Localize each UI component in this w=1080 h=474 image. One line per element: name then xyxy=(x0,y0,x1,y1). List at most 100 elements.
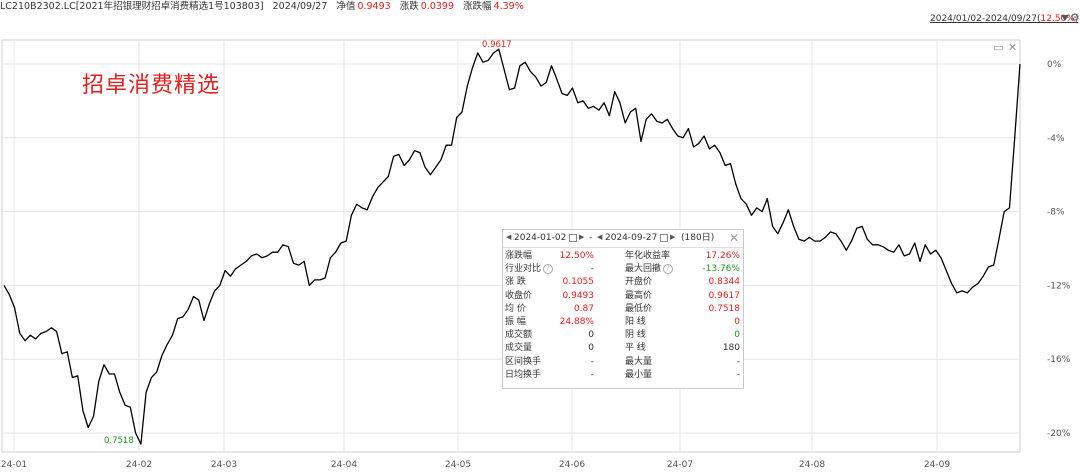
stats-row: 区间换手 - 最大量 - xyxy=(503,356,743,369)
plot-frame xyxy=(1,39,1021,453)
range-dropdown-icon[interactable] xyxy=(1061,15,1069,21)
close-chart-icon[interactable]: ✕ xyxy=(1007,41,1018,54)
stats-row: 振 幅 24.88% 阳 线 0 xyxy=(503,316,743,329)
stat-label: 阴 线 xyxy=(625,330,646,341)
stats-row: 行业对比? - 最大回撤? -13.76% xyxy=(503,263,743,276)
stat-value: 0.1055 xyxy=(562,277,595,288)
stat-label: 开盘价 xyxy=(625,277,653,288)
change-label: 涨跌 xyxy=(399,1,419,12)
stats-row: 收盘价 0.9493 最高价 0.9617 xyxy=(503,290,743,303)
stats-row: 成交额 0 阴 线 0 xyxy=(503,329,743,342)
stat-value: - xyxy=(736,369,740,380)
start-calendar-icon[interactable] xyxy=(569,234,577,242)
y-tick-label: -16% xyxy=(1047,355,1071,365)
settings-icon[interactable]: ⚙ xyxy=(1070,11,1080,24)
end-next-icon[interactable]: ▶ xyxy=(670,233,676,241)
stat-label: 区间换手 xyxy=(505,356,542,367)
fund-code: LC210B2302.LC[2021年招银理财招卓消费精选1号103803] xyxy=(0,1,264,12)
x-tick-label: 24-08 xyxy=(799,460,825,470)
help-icon[interactable]: ? xyxy=(543,263,554,274)
stat-label: 收盘价 xyxy=(505,290,533,301)
stat-label: 最大量 xyxy=(625,356,653,367)
stats-row: 日均换手 - 最小量 - xyxy=(503,369,743,382)
stat-value: 180 xyxy=(722,343,740,354)
start-date[interactable]: 2024-01-02 xyxy=(514,233,567,243)
stat-value: 0.8344 xyxy=(708,277,741,288)
panel-date-bar: ◀ 2024-01-02 ▶ - ◀ 2024-09-27 ▶ (180日) ✕ xyxy=(503,230,743,248)
date-separator: - xyxy=(589,233,593,243)
pct-label: 涨跌幅 xyxy=(463,1,492,12)
end-prev-icon[interactable]: ◀ xyxy=(597,233,603,241)
y-tick-label: -4% xyxy=(1047,134,1065,144)
x-tick-label: 24-06 xyxy=(559,460,585,470)
stat-value: 0.87 xyxy=(573,303,594,314)
date-range-pct: 12.50% xyxy=(1040,14,1075,24)
nav-value: 0.9493 xyxy=(357,1,391,12)
stat-value: 0.7518 xyxy=(708,303,741,314)
stat-value: -13.76% xyxy=(702,264,740,275)
stat-value: 17.26% xyxy=(705,251,740,261)
stat-label: 成交量 xyxy=(505,343,533,354)
chart-title: 招卓消费精选 xyxy=(82,73,221,98)
nav-label: 净值 xyxy=(336,1,356,12)
stat-label: 最低价 xyxy=(625,303,653,314)
stat-value: - xyxy=(590,264,594,275)
stat-label: 最高价 xyxy=(625,290,653,301)
start-prev-icon[interactable]: ◀ xyxy=(506,233,512,241)
stat-label: 最小量 xyxy=(625,369,653,380)
x-tick-label: 24-03 xyxy=(211,460,237,470)
stats-row: 成交量 0 平 线 180 xyxy=(503,342,743,355)
panel-close-icon[interactable]: ✕ xyxy=(728,231,739,245)
date-range-text: 2024/01/02-2024/09/27( xyxy=(930,14,1041,24)
maximize-icon[interactable]: ▭ xyxy=(993,41,1004,54)
stat-value: 0.9617 xyxy=(708,290,741,301)
y-tick-label: 0% xyxy=(1047,60,1062,70)
stat-value: - xyxy=(590,369,594,380)
stat-label: 行业对比? xyxy=(505,263,554,276)
stat-label: 涨跌幅 xyxy=(505,251,533,261)
stat-value: 0 xyxy=(734,330,740,341)
stat-label: 年化收益率 xyxy=(625,251,671,261)
stat-value: - xyxy=(590,356,594,367)
y-tick-label: -8% xyxy=(1047,208,1065,218)
interval-stats-panel: ◀ 2024-01-02 ▶ - ◀ 2024-09-27 ▶ (180日) ✕… xyxy=(502,229,744,389)
stat-value: 0 xyxy=(588,343,594,354)
stat-value: 24.88% xyxy=(559,317,594,327)
stat-value: 0 xyxy=(588,330,594,341)
max-point-label: 0.9617 xyxy=(482,40,512,50)
date-range-close: ) xyxy=(1074,14,1079,24)
stat-value: 0.9493 xyxy=(562,290,595,301)
x-tick-label: 24-04 xyxy=(331,460,357,470)
help-icon[interactable]: ? xyxy=(663,263,674,274)
start-next-icon[interactable]: ▶ xyxy=(579,233,585,241)
stats-row: 涨 跌 0.1055 开盘价 0.8344 xyxy=(503,276,743,289)
min-point-label: 0.7518 xyxy=(104,436,134,446)
nav-series-line xyxy=(3,48,1021,445)
end-date[interactable]: 2024-09-27 xyxy=(605,233,658,243)
pct-value: 4.39% xyxy=(493,1,524,12)
stat-label: 成交额 xyxy=(505,330,533,341)
end-calendar-icon[interactable] xyxy=(660,234,668,242)
stat-label: 阳 线 xyxy=(625,317,646,327)
y-tick-label: -20% xyxy=(1047,429,1071,439)
stat-value: 0 xyxy=(734,317,740,327)
change-value: 0.0399 xyxy=(420,1,454,12)
stat-label: 均 价 xyxy=(505,303,526,314)
y-tick-label: -12% xyxy=(1047,281,1071,291)
header-bar: LC210B2302.LC[2021年招银理财招卓消费精选1号103803] 2… xyxy=(0,0,1080,13)
stat-label: 振 幅 xyxy=(505,317,526,327)
stat-label: 涨 跌 xyxy=(505,277,526,288)
x-tick-label: 24-09 xyxy=(924,460,950,470)
day-count: (180日) xyxy=(681,233,715,243)
stat-label: 最大回撤? xyxy=(625,263,674,276)
stats-row: 均 价 0.87 最低价 0.7518 xyxy=(503,303,743,316)
x-tick-label: 24-05 xyxy=(445,460,471,470)
stats-row: 涨跌幅 12.50% 年化收益率 17.26% xyxy=(503,250,743,263)
date-range-link[interactable]: 2024/01/02-2024/09/27(12.50%) xyxy=(930,14,1078,24)
header-date: 2024/09/27 xyxy=(272,1,328,12)
stat-label: 平 线 xyxy=(625,343,646,354)
stat-value: - xyxy=(736,356,740,367)
x-tick-label: 24-07 xyxy=(667,460,693,470)
x-tick-label: 24-01 xyxy=(1,460,27,470)
stat-value: 12.50% xyxy=(559,251,594,261)
